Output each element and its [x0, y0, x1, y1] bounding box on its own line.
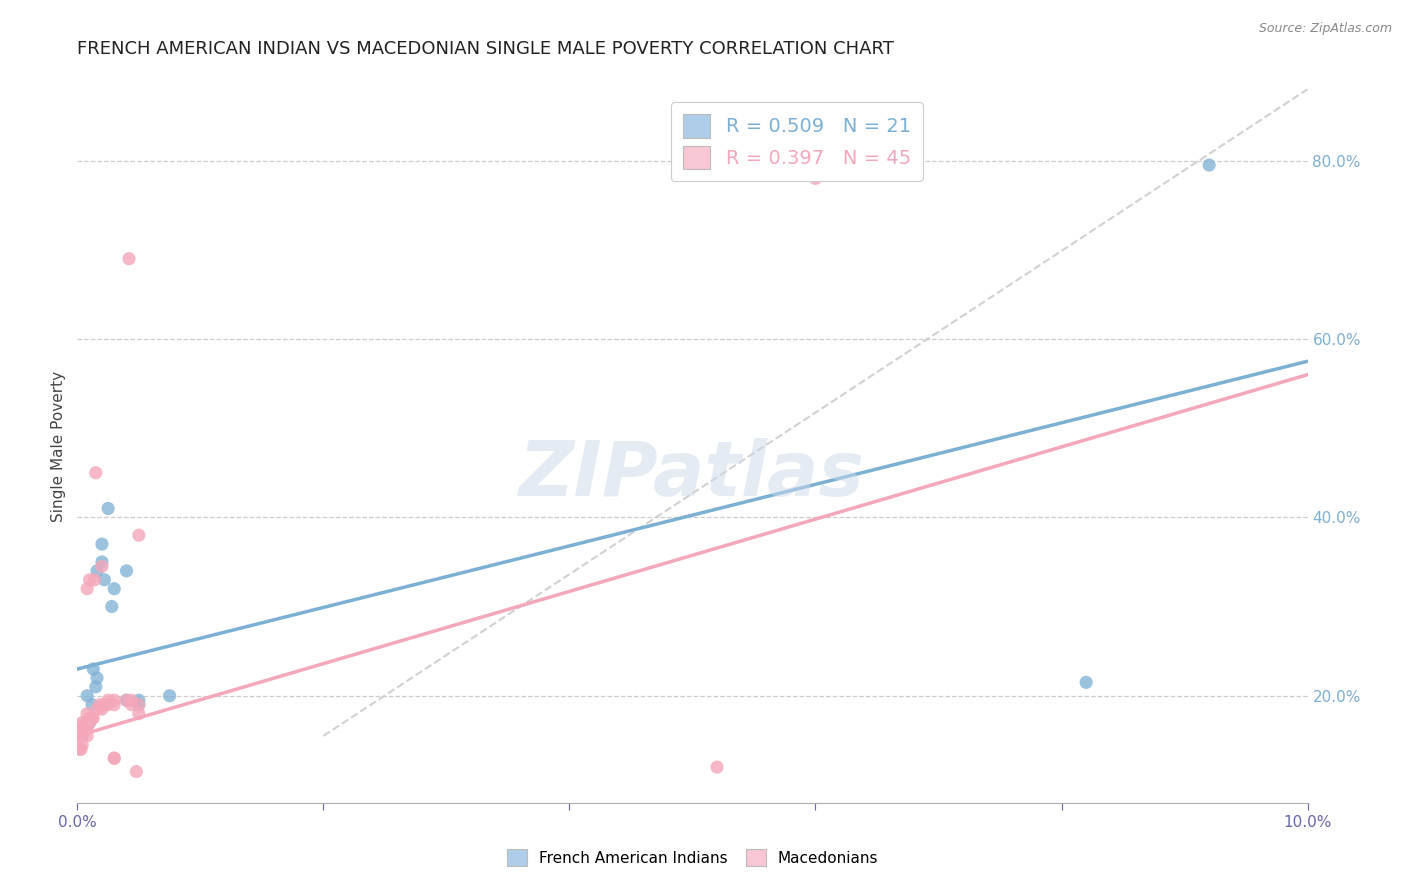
Point [90, 537, 114, 551]
Point [121, 698, 143, 712]
Point [103, 693, 125, 707]
Point [97, 501, 120, 516]
Point [79, 573, 101, 587]
Point [103, 698, 125, 712]
Point [121, 693, 143, 707]
Point [128, 698, 150, 712]
Point [76, 582, 98, 596]
Point [90, 555, 114, 569]
Point [73, 715, 96, 730]
Point [128, 698, 150, 712]
Point [72, 724, 94, 739]
Point [79, 711, 101, 725]
Point [115, 564, 138, 578]
Point [67, 729, 90, 743]
Point [93, 573, 115, 587]
Point [82, 711, 104, 725]
Point [82, 698, 104, 712]
Point [804, 171, 827, 186]
Point [76, 720, 98, 734]
Point [76, 689, 98, 703]
Point [70, 715, 93, 730]
Point [103, 751, 125, 765]
Y-axis label: Single Male Poverty: Single Male Poverty [51, 370, 66, 522]
Point [128, 706, 150, 721]
Text: Source: ZipAtlas.com: Source: ZipAtlas.com [1258, 22, 1392, 36]
Point [128, 693, 150, 707]
Point [103, 751, 125, 765]
Point [93, 698, 115, 712]
Point [101, 599, 124, 614]
Point [69, 742, 91, 756]
Point [76, 729, 98, 743]
Point [115, 693, 138, 707]
Point [69, 724, 91, 739]
Point [103, 582, 125, 596]
Point [89, 698, 111, 712]
Point [75, 720, 97, 734]
Point [70, 742, 93, 756]
Point [79, 715, 101, 730]
Point [159, 689, 181, 703]
Point [70, 720, 93, 734]
Point [70, 738, 93, 752]
Text: FRENCH AMERICAN INDIAN VS MACEDONIAN SINGLE MALE POVERTY CORRELATION CHART: FRENCH AMERICAN INDIAN VS MACEDONIAN SIN… [77, 40, 894, 58]
Point [97, 693, 120, 707]
Point [86, 564, 108, 578]
Point [86, 671, 108, 685]
Point [82, 662, 104, 676]
Point [70, 729, 93, 743]
Point [118, 252, 141, 266]
Point [84, 466, 107, 480]
Point [1076, 675, 1098, 690]
Text: ZIPatlas: ZIPatlas [519, 438, 866, 511]
Point [1198, 158, 1220, 172]
Point [76, 706, 98, 721]
Point [90, 702, 114, 716]
Point [72, 720, 94, 734]
Point [97, 698, 120, 712]
Point [84, 680, 107, 694]
Point [70, 729, 93, 743]
Point [79, 715, 101, 730]
Legend: French American Indians, Macedonians: French American Indians, Macedonians [499, 842, 886, 873]
Point [83, 573, 105, 587]
Point [93, 698, 115, 712]
Point [128, 528, 150, 542]
Point [86, 702, 108, 716]
Point [90, 559, 114, 574]
Point [125, 764, 148, 779]
Point [706, 760, 728, 774]
Point [115, 693, 138, 707]
Point [82, 711, 104, 725]
